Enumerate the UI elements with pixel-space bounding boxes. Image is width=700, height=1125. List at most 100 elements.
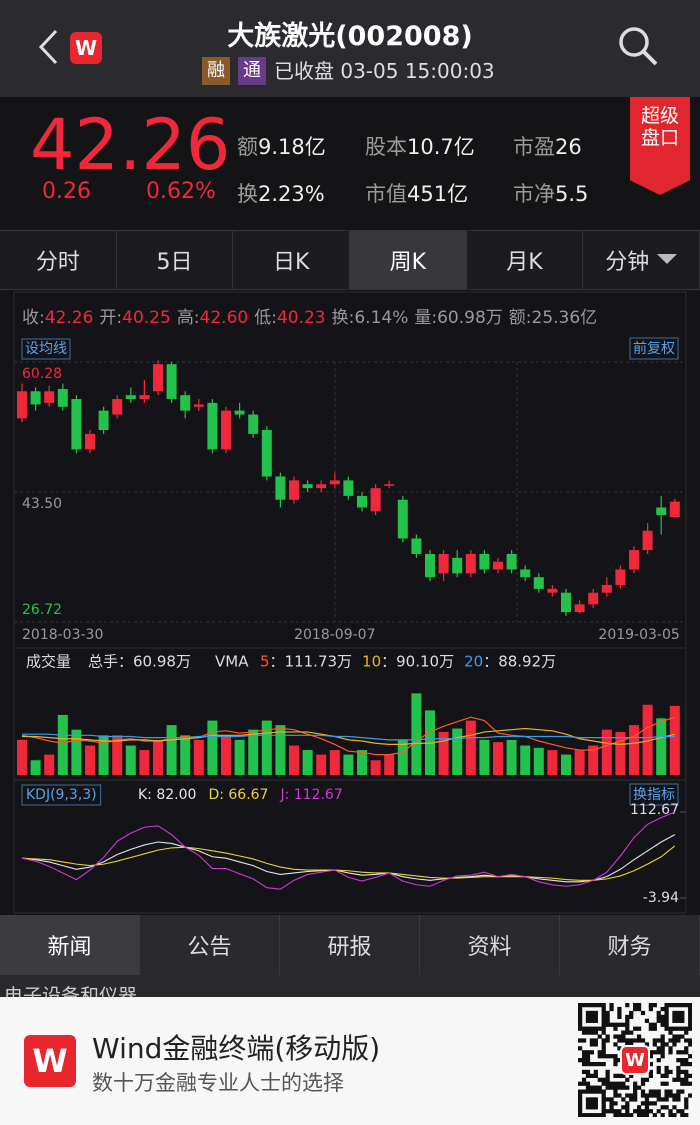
qr-cell <box>605 1081 610 1086</box>
qr-cell <box>636 1113 642 1117</box>
qr-cell <box>684 1101 689 1106</box>
qr-cell <box>593 1026 598 1031</box>
qr-cell <box>660 1038 665 1043</box>
label: 超级 <box>640 105 679 127</box>
qr-cell <box>644 1109 650 1114</box>
qr-cell <box>593 1069 598 1075</box>
qr-cell <box>617 1022 622 1027</box>
super-panel-button[interactable]: 超级 盘口 <box>630 97 690 195</box>
candle-body <box>316 484 327 489</box>
qr-cell <box>617 1058 622 1063</box>
kdj-line <box>21 845 676 881</box>
button[interactable] <box>629 337 679 360</box>
qr-cell <box>668 1046 673 1051</box>
qr-cell <box>617 1038 622 1043</box>
qr-cell <box>625 1018 630 1023</box>
y-tick-label: 60.28 <box>22 366 62 382</box>
period-tab[interactable]: 月K <box>467 231 584 289</box>
qr-cell <box>581 1050 587 1055</box>
search-button[interactable] <box>616 24 660 68</box>
qr-cell <box>680 1014 685 1020</box>
candle-body <box>193 404 204 407</box>
y-tick-label: 26.72 <box>22 602 62 618</box>
qr-cell <box>629 1030 634 1035</box>
qr-cell <box>668 1038 673 1043</box>
qr-cell <box>585 1014 591 1020</box>
stat-value: 10.7亿 <box>407 135 475 159</box>
qr-cell <box>680 1003 685 1008</box>
qr-cell <box>601 1050 606 1055</box>
volume-bar <box>411 693 422 775</box>
news-tab[interactable]: 新闻 <box>0 915 140 975</box>
qr-cell <box>668 1069 673 1075</box>
volume-bar <box>302 750 313 775</box>
qr-cell <box>684 1081 689 1086</box>
qr-cell <box>609 1022 614 1027</box>
qr-cell <box>601 1061 606 1067</box>
qr-cell <box>660 1097 665 1102</box>
period-tab[interactable]: 分钟 <box>583 231 700 289</box>
qr-cell <box>664 1097 669 1102</box>
qr-cell <box>589 1030 595 1035</box>
qr-cell <box>613 1089 618 1094</box>
qr-cell <box>640 1038 646 1043</box>
qr-cell <box>668 1050 673 1055</box>
button[interactable] <box>21 338 71 360</box>
qr-cell <box>668 1003 673 1008</box>
qr-cell <box>656 1093 661 1098</box>
stat-label: 市值 <box>365 182 407 206</box>
volume-bar <box>561 754 571 775</box>
qr-cell <box>597 1050 602 1055</box>
qr-cell <box>597 1026 602 1031</box>
qr-cell <box>593 1073 598 1078</box>
qr-cell <box>668 1113 673 1117</box>
qr-cell <box>664 1006 669 1012</box>
qr-cell <box>672 1014 677 1020</box>
period-tab[interactable]: 分时 <box>0 231 117 289</box>
news-tab[interactable]: 研报 <box>280 915 420 975</box>
candle-body <box>669 501 680 518</box>
qr-cell <box>676 1038 681 1043</box>
volume-bar <box>669 705 680 775</box>
qr-cell <box>652 1042 657 1047</box>
qr-cell <box>656 1010 661 1016</box>
volume-bar <box>234 739 245 775</box>
period-tab[interactable]: 周K <box>350 231 467 289</box>
qr-cell <box>664 1026 669 1031</box>
news-tabs: 新闻 公告 研报 资料 财务 <box>0 915 700 975</box>
qr-cell <box>668 1093 673 1098</box>
qr-cell <box>680 1113 685 1117</box>
qr-cell <box>656 1065 661 1071</box>
volume-bar <box>44 754 55 775</box>
news-tab[interactable]: 资料 <box>420 915 560 975</box>
qr-cell <box>688 1038 692 1043</box>
stat-value: 26 <box>555 135 582 159</box>
candle-body <box>561 592 571 613</box>
qr-cell <box>589 1042 595 1047</box>
qr-cell <box>581 1026 587 1031</box>
qr-cell <box>648 1054 653 1059</box>
period-tab[interactable]: 5日 <box>117 231 234 289</box>
qr-cell <box>688 1061 692 1067</box>
candle-body <box>17 391 27 419</box>
qr-cell <box>589 1018 595 1023</box>
button[interactable] <box>629 783 679 806</box>
qr-cell <box>593 1042 598 1047</box>
stat-label: 股本 <box>365 135 407 159</box>
qr-cell <box>605 1085 610 1090</box>
news-tab[interactable]: 财务 <box>560 915 700 975</box>
qr-cell <box>597 1077 602 1082</box>
qr-cell <box>664 1069 669 1075</box>
news-tab[interactable]: 公告 <box>140 915 280 975</box>
period-tab[interactable]: 日K <box>233 231 351 289</box>
qr-cell <box>668 1026 673 1031</box>
qr-cell <box>613 1058 618 1063</box>
qr-cell <box>644 1105 650 1110</box>
back-button[interactable] <box>36 28 62 66</box>
info-value: 42.60 <box>200 308 249 328</box>
stat: 市盈26 <box>513 131 582 161</box>
info-value: 6.14% <box>354 308 408 328</box>
qr-cell <box>656 1014 661 1020</box>
qr-cell <box>601 1081 606 1086</box>
qr-cell <box>589 1038 595 1043</box>
